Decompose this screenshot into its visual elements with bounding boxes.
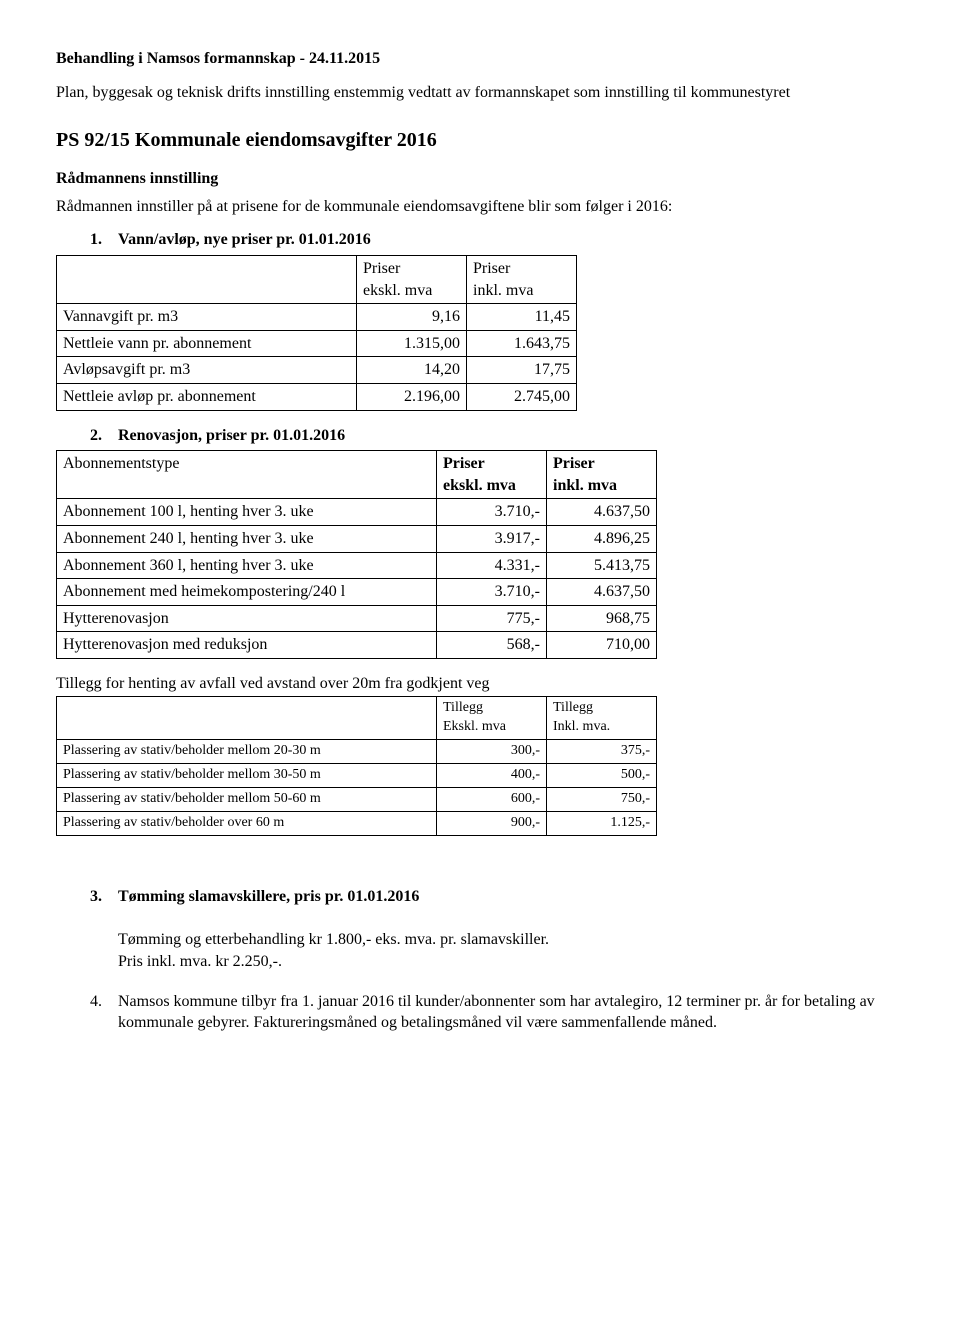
table-row: Plassering av stativ/beholder over 60 m … xyxy=(57,811,657,835)
table-row: Abonnement med heimekompostering/240 l 3… xyxy=(57,579,657,606)
cell-label: Nettleie vann pr. abonnement xyxy=(57,330,357,357)
sec3-title: Tømming slamavskillere, pris pr. 01.01.2… xyxy=(118,886,904,908)
table-row: Avløpsavgift pr. m3 14,20 17,75 xyxy=(57,357,577,384)
table-header-row: Abonnementstype Priser ekskl. mva Priser… xyxy=(57,451,657,499)
table-vann-avlop: Priser ekskl. mva Priser inkl. mva Vanna… xyxy=(56,255,577,411)
cell-value: 1.315,00 xyxy=(357,330,467,357)
cell-value: 11,45 xyxy=(467,304,577,331)
cell-label: Plassering av stativ/beholder over 60 m xyxy=(57,811,437,835)
sec2-title: Renovasjon, priser pr. 01.01.2016 xyxy=(118,425,904,447)
cell-label: Hytterenovasjon xyxy=(57,605,437,632)
cell-value: 2.196,00 xyxy=(357,383,467,410)
table-row: Hytterenovasjon med reduksjon 568,- 710,… xyxy=(57,632,657,659)
cell-value: 568,- xyxy=(437,632,547,659)
cell-label: Vannavgift pr. m3 xyxy=(57,304,357,331)
intro-text: Plan, byggesak og teknisk drifts innstil… xyxy=(56,82,904,104)
table-row: Abonnement 360 l, henting hver 3. uke 4.… xyxy=(57,552,657,579)
col-header: Tillegg xyxy=(443,700,483,715)
cell-value: 3.710,- xyxy=(437,579,547,606)
table-row: Plassering av stativ/beholder mellom 30-… xyxy=(57,764,657,788)
table-row: Nettleie vann pr. abonnement 1.315,00 1.… xyxy=(57,330,577,357)
table-renovasjon: Abonnementstype Priser ekskl. mva Priser… xyxy=(56,450,657,659)
cell-value: 600,- xyxy=(437,788,547,812)
sec2-num: 2. xyxy=(90,425,118,447)
cell-value: 900,- xyxy=(437,811,547,835)
col-header: inkl. mva xyxy=(473,282,533,299)
radmann-text: Rådmannen innstiller på at prisene for d… xyxy=(56,196,904,218)
cell-label: Hytterenovasjon med reduksjon xyxy=(57,632,437,659)
table-row: Abonnement 240 l, henting hver 3. uke 3.… xyxy=(57,525,657,552)
col-header: Priser xyxy=(443,455,485,472)
col-header: ekskl. mva xyxy=(363,282,432,299)
cell-label: Plassering av stativ/beholder mellom 30-… xyxy=(57,764,437,788)
sec4-text: Namsos kommune tilbyr fra 1. januar 2016… xyxy=(118,991,904,1034)
cell-value: 968,75 xyxy=(547,605,657,632)
radmann-heading: Rådmannens innstilling xyxy=(56,168,904,190)
cell-value: 710,00 xyxy=(547,632,657,659)
cell-value: 4.637,50 xyxy=(547,579,657,606)
col-header: Ekskl. mva xyxy=(443,719,506,734)
table-row: Abonnement 100 l, henting hver 3. uke 3.… xyxy=(57,499,657,526)
col-header: ekskl. mva xyxy=(443,477,516,494)
sec1-title: Vann/avløp, nye priser pr. 01.01.2016 xyxy=(118,229,904,251)
cell-label: Nettleie avløp pr. abonnement xyxy=(57,383,357,410)
sec3-line1: Tømming og etterbehandling kr 1.800,- ek… xyxy=(118,929,904,951)
cell-value: 500,- xyxy=(547,764,657,788)
cell-value: 4.331,- xyxy=(437,552,547,579)
col-header: inkl. mva xyxy=(553,477,617,494)
cell-value: 4.896,25 xyxy=(547,525,657,552)
col-header: Priser xyxy=(553,455,595,472)
cell-value: 750,- xyxy=(547,788,657,812)
cell-label: Plassering av stativ/beholder mellom 50-… xyxy=(57,788,437,812)
table-row: Plassering av stativ/beholder mellom 50-… xyxy=(57,788,657,812)
cell-label: Abonnement 240 l, henting hver 3. uke xyxy=(57,525,437,552)
cell-value: 300,- xyxy=(437,740,547,764)
table-row: Plassering av stativ/beholder mellom 20-… xyxy=(57,740,657,764)
cell-label: Avløpsavgift pr. m3 xyxy=(57,357,357,384)
table-row: Hytterenovasjon 775,- 968,75 xyxy=(57,605,657,632)
cell-label: Plassering av stativ/beholder mellom 20-… xyxy=(57,740,437,764)
cell-value: 1.643,75 xyxy=(467,330,577,357)
cell-value: 3.710,- xyxy=(437,499,547,526)
sec3-line2: Pris inkl. mva. kr 2.250,-. xyxy=(118,951,904,973)
table3-caption: Tillegg for henting av avfall ved avstan… xyxy=(56,673,904,695)
sec1-num: 1. xyxy=(90,229,118,251)
cell-value: 5.413,75 xyxy=(547,552,657,579)
table-header-row: Tillegg Ekskl. mva Tillegg Inkl. mva. xyxy=(57,697,657,740)
table-tillegg: Tillegg Ekskl. mva Tillegg Inkl. mva. Pl… xyxy=(56,696,657,835)
cell-value: 375,- xyxy=(547,740,657,764)
cell-label: Abonnement 360 l, henting hver 3. uke xyxy=(57,552,437,579)
col-header: Abonnementstype xyxy=(57,451,437,499)
cell-value: 9,16 xyxy=(357,304,467,331)
col-header: Priser xyxy=(473,260,510,277)
col-header: Tillegg xyxy=(553,700,593,715)
col-header: Priser xyxy=(363,260,400,277)
cell-value: 4.637,50 xyxy=(547,499,657,526)
cell-value: 400,- xyxy=(437,764,547,788)
cell-label: Abonnement 100 l, henting hver 3. uke xyxy=(57,499,437,526)
cell-label: Abonnement med heimekompostering/240 l xyxy=(57,579,437,606)
cell-value: 2.745,00 xyxy=(467,383,577,410)
cell-value: 1.125,- xyxy=(547,811,657,835)
table-row: Nettleie avløp pr. abonnement 2.196,00 2… xyxy=(57,383,577,410)
page-header: Behandling i Namsos formannskap - 24.11.… xyxy=(56,48,904,70)
cell-value: 3.917,- xyxy=(437,525,547,552)
sec4-num: 4. xyxy=(90,991,118,1034)
cell-value: 14,20 xyxy=(357,357,467,384)
cell-value: 775,- xyxy=(437,605,547,632)
table-header-row: Priser ekskl. mva Priser inkl. mva xyxy=(57,255,577,303)
col-header: Inkl. mva. xyxy=(553,719,610,734)
cell-value: 17,75 xyxy=(467,357,577,384)
table-row: Vannavgift pr. m3 9,16 11,45 xyxy=(57,304,577,331)
ps-heading: PS 92/15 Kommunale eiendomsavgifter 2016 xyxy=(56,127,904,154)
sec3-num: 3. xyxy=(90,886,118,908)
